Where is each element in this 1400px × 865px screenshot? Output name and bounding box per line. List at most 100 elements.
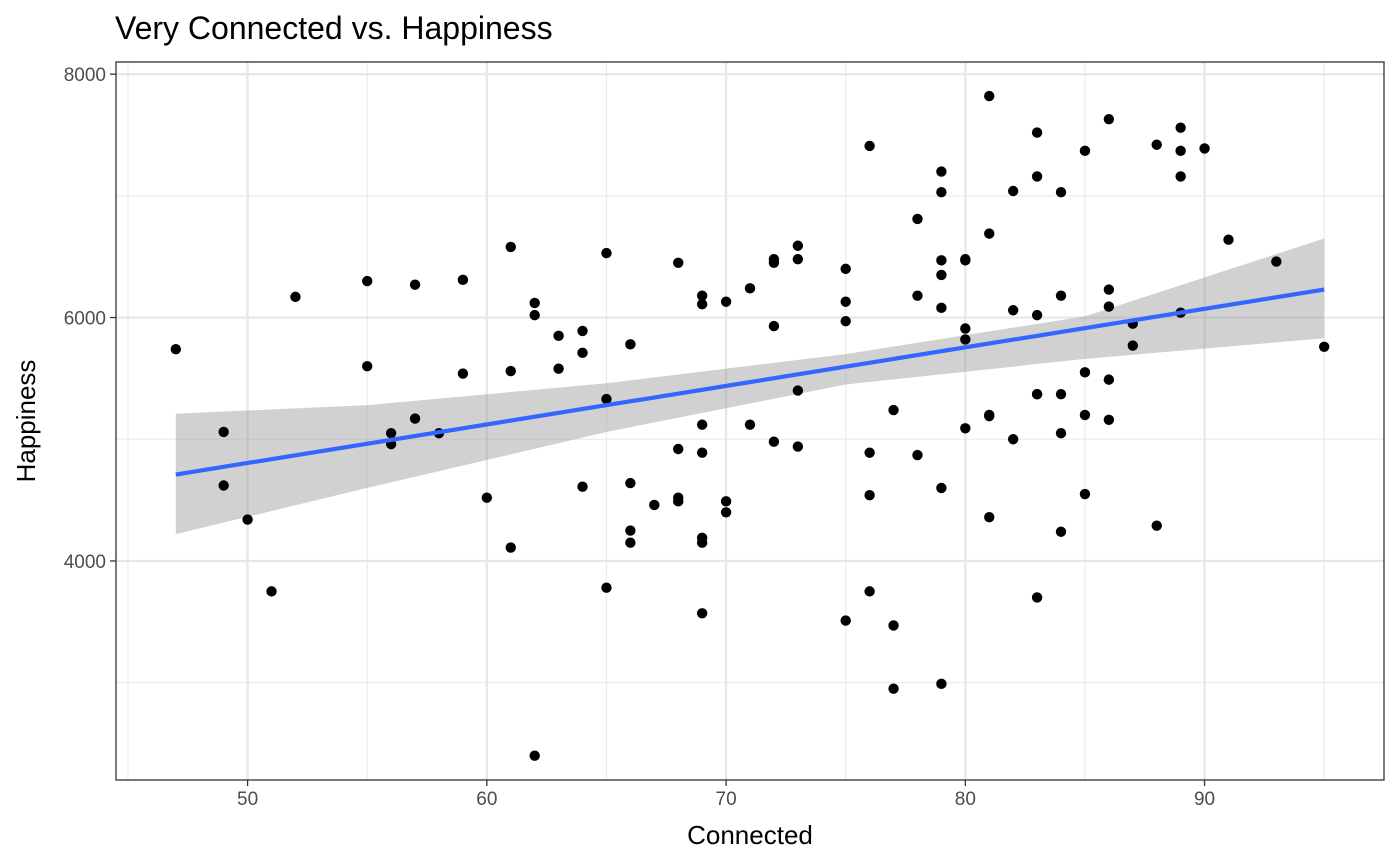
data-point xyxy=(984,90,995,102)
data-point xyxy=(218,426,229,438)
regression-line xyxy=(175,287,1325,477)
x-tick-label: 50 xyxy=(237,789,258,810)
data-point xyxy=(625,537,636,548)
y-tick-label: 6000 xyxy=(64,309,106,330)
grid-minor xyxy=(116,62,1384,780)
data-point xyxy=(1103,284,1115,295)
x-tick-label: 60 xyxy=(476,789,497,810)
data-point xyxy=(457,274,469,286)
data-point xyxy=(577,347,588,359)
data-point xyxy=(409,279,421,290)
data-point xyxy=(960,255,971,266)
data-point xyxy=(1055,187,1067,198)
data-point xyxy=(984,511,995,523)
data-point xyxy=(792,240,804,251)
data-point xyxy=(1127,340,1138,351)
data-point xyxy=(1151,139,1162,150)
data-point xyxy=(840,615,851,626)
data-point xyxy=(290,291,301,303)
data-point xyxy=(625,339,636,350)
data-point xyxy=(768,436,780,447)
data-point xyxy=(1103,113,1115,125)
data-point xyxy=(505,542,516,553)
y-tick-label: 4000 xyxy=(64,552,106,573)
data-point xyxy=(625,525,636,536)
data-point xyxy=(673,443,684,455)
x-axis-ticks: 50 60 70 80 90 xyxy=(237,780,1215,810)
data-point xyxy=(601,393,612,405)
data-point xyxy=(601,247,612,259)
data-point xyxy=(744,419,756,430)
data-point xyxy=(864,140,875,152)
data-point xyxy=(1031,309,1043,321)
data-point xyxy=(720,496,732,507)
data-point xyxy=(936,302,947,314)
data-point xyxy=(960,323,971,334)
data-point xyxy=(481,492,493,503)
data-point xyxy=(840,316,851,327)
data-point xyxy=(792,253,804,265)
data-point xyxy=(529,750,540,761)
data-point xyxy=(696,608,708,619)
data-point xyxy=(553,330,564,342)
points-layer xyxy=(170,90,1330,761)
grid-major xyxy=(116,62,1384,780)
y-tick-label: 8000 xyxy=(64,65,106,86)
data-point xyxy=(792,385,804,396)
data-point xyxy=(218,480,229,491)
data-point xyxy=(1007,185,1019,197)
data-point xyxy=(1055,526,1067,537)
data-point xyxy=(1079,145,1091,157)
data-point xyxy=(170,344,182,355)
data-point xyxy=(744,283,756,294)
data-point xyxy=(1007,434,1019,445)
data-point xyxy=(840,296,851,307)
y-axis-title: Happiness xyxy=(11,360,41,483)
confidence-band xyxy=(175,238,1325,535)
data-point xyxy=(888,620,899,631)
data-point xyxy=(912,290,923,301)
data-point xyxy=(409,413,421,424)
data-point xyxy=(1199,143,1210,154)
data-point xyxy=(553,363,564,374)
data-point xyxy=(1151,520,1162,531)
data-point xyxy=(673,496,684,507)
data-point xyxy=(505,241,516,253)
data-point xyxy=(1175,171,1186,182)
chart-title: Very Connected vs. Happiness xyxy=(115,10,553,46)
data-point xyxy=(936,255,947,266)
data-point xyxy=(696,298,708,310)
data-point xyxy=(936,269,947,281)
data-point xyxy=(266,586,277,597)
data-point xyxy=(960,334,971,345)
data-point xyxy=(912,449,923,461)
data-point xyxy=(792,441,804,452)
data-point xyxy=(1271,256,1282,267)
data-point xyxy=(1223,234,1234,245)
data-point xyxy=(457,368,469,379)
data-point xyxy=(936,187,947,198)
data-point xyxy=(888,404,899,416)
data-point xyxy=(577,325,588,337)
data-point xyxy=(1079,409,1091,421)
data-point xyxy=(696,447,708,458)
data-point xyxy=(864,490,875,501)
data-point xyxy=(1103,301,1115,312)
data-point xyxy=(912,213,923,225)
plot-border xyxy=(115,61,1385,781)
x-axis-title: Connected xyxy=(687,820,813,850)
y-axis-ticks: 4000 6000 8000 xyxy=(64,65,116,573)
data-point xyxy=(673,257,684,268)
x-tick-label: 90 xyxy=(1194,789,1215,810)
data-point xyxy=(936,166,947,177)
data-point xyxy=(1318,341,1330,352)
confidence-band-layer xyxy=(175,238,1325,535)
data-point xyxy=(1103,374,1115,385)
data-point xyxy=(1031,592,1043,603)
data-point xyxy=(984,410,995,422)
data-point xyxy=(888,683,899,694)
data-point xyxy=(1055,427,1067,439)
data-point xyxy=(385,427,397,439)
data-point xyxy=(1175,122,1186,133)
